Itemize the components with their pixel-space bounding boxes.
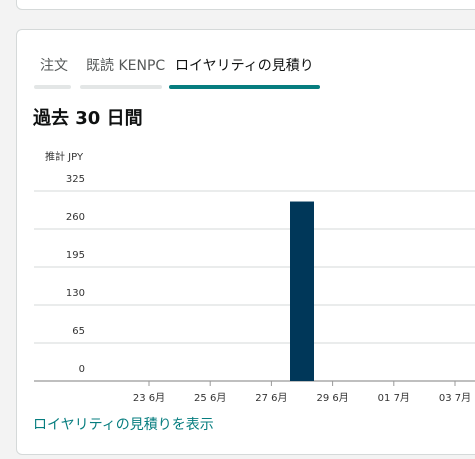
- tab-royalty-estimate-label: ロイヤリティの見積り: [175, 58, 314, 74]
- previous-card: [16, 0, 475, 10]
- tab-kenpc-underline: [80, 85, 162, 89]
- y-tick-label: 195: [65, 250, 85, 261]
- tab-orders[interactable]: 注文: [34, 52, 71, 92]
- y-tick-label: 65: [72, 326, 85, 337]
- x-tick-label: 27 6月: [255, 393, 288, 404]
- y-axis-unit-label: 推計 JPY: [45, 152, 84, 163]
- x-tick-label: 03 7月: [438, 393, 472, 404]
- bar-28-6月[interactable]: [290, 201, 314, 381]
- tab-kenpc[interactable]: 既読 KENPC: [80, 52, 166, 92]
- report-tabs: 注文 既読 KENPC ロイヤリティの見積り: [34, 52, 474, 92]
- x-tick-label: 23 6月: [132, 393, 166, 404]
- royalty-bar-chart: [34, 190, 475, 386]
- view-royalty-estimate-link[interactable]: ロイヤリティの見積りを表示: [33, 417, 214, 433]
- x-tick-label: 01 7月: [377, 393, 410, 404]
- y-tick-label: 260: [65, 212, 85, 223]
- x-tick-label: 25 6月: [194, 393, 227, 404]
- tab-kenpc-label: 既読 KENPC: [86, 58, 166, 74]
- tab-orders-underline: [34, 85, 71, 89]
- royalty-estimate-card: 注文 既読 KENPC ロイヤリティの見積り 過去 30 日間 推計 JPY 3…: [16, 29, 475, 455]
- y-tick-label: 325: [65, 174, 85, 185]
- y-tick-label: 0: [78, 364, 85, 375]
- tab-orders-label: 注文: [40, 58, 68, 74]
- period-title: 過去 30 日間: [33, 108, 143, 129]
- tab-royalty-estimate-underline: [169, 85, 320, 89]
- x-tick-label: 29 6月: [316, 393, 349, 404]
- tab-royalty-estimate[interactable]: ロイヤリティの見積り: [169, 52, 320, 92]
- y-tick-label: 130: [65, 288, 85, 299]
